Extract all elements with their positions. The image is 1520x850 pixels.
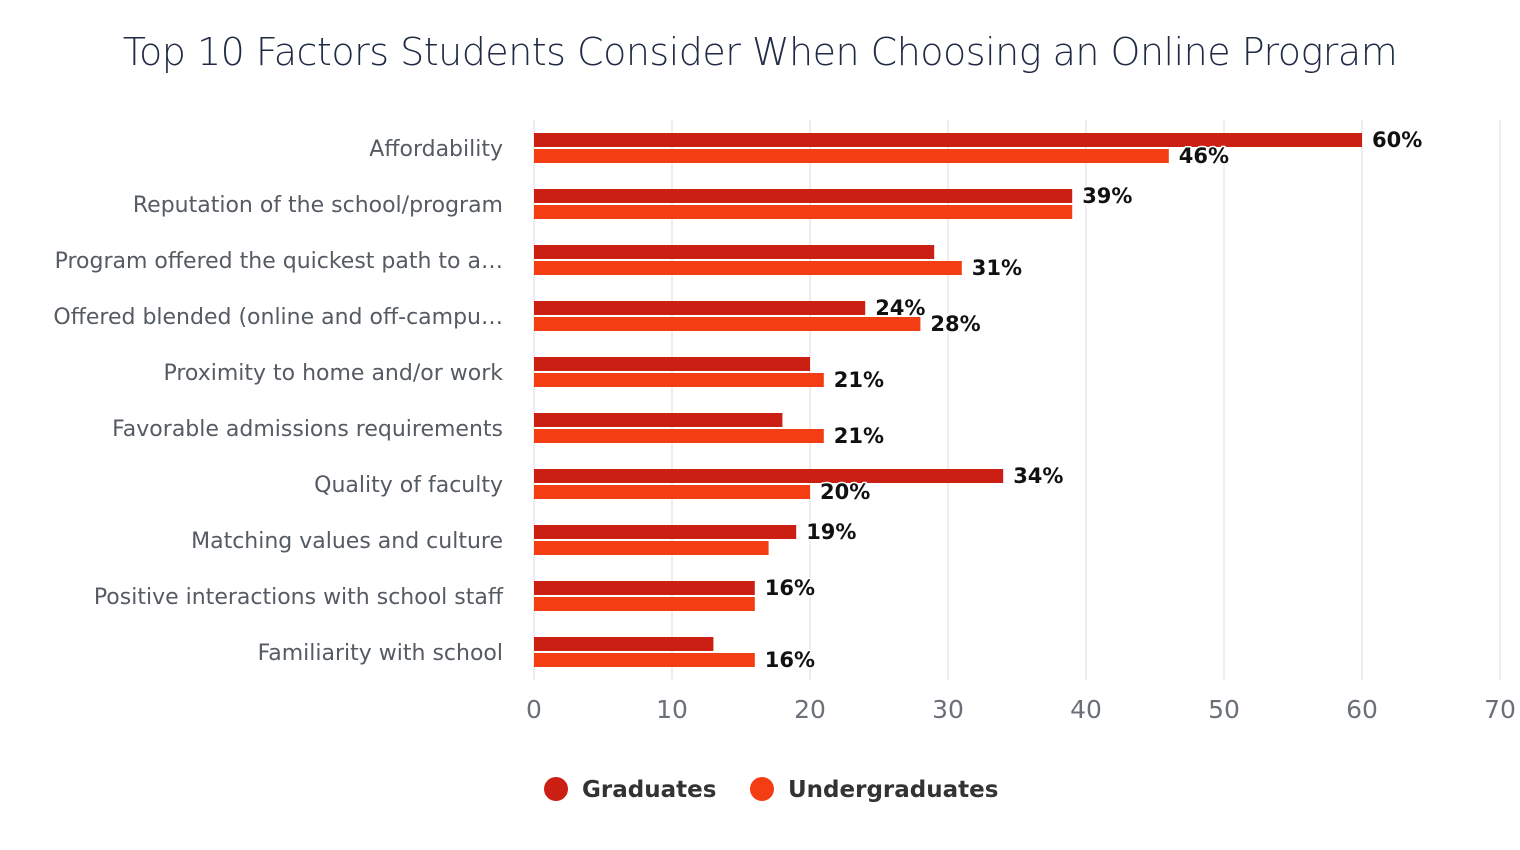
data-label: 19% [806, 520, 856, 544]
bar-graduates[interactable] [534, 525, 797, 539]
bar-graduates[interactable] [534, 133, 1362, 147]
category-label: Familiarity with school [258, 641, 503, 666]
bar-undergraduates[interactable] [534, 429, 824, 443]
x-tick-label: 10 [656, 695, 688, 724]
category-label: Reputation of the school/program [133, 193, 503, 218]
category-labels: Affordability Reputation of the school/pr… [53, 137, 503, 666]
data-label: 39% [1082, 184, 1132, 208]
data-label: 16% [765, 648, 815, 672]
legend-label-undergraduates[interactable]: Undergraduates [788, 777, 998, 803]
bar-undergraduates[interactable] [534, 149, 1169, 163]
bar-undergraduates[interactable] [534, 653, 755, 667]
bar-undergraduates[interactable] [534, 485, 810, 499]
data-label: 60% [1372, 128, 1422, 152]
category-label: Affordability [369, 137, 503, 162]
category-label: Offered blended (online and off-campu… [53, 305, 503, 330]
bar-graduates[interactable] [534, 413, 783, 427]
bar-graduates[interactable] [534, 245, 935, 259]
data-label: 24% [875, 296, 925, 320]
category-label: Matching values and culture [191, 529, 503, 554]
data-labels: 60% 46% 39% 31% 24%28% 21% 21% 34% 20% 19% 16% 16% [763, 127, 1423, 674]
bar-undergraduates[interactable] [534, 261, 962, 275]
category-label: Favorable admissions requirements [112, 417, 503, 442]
legend-marker-graduates[interactable] [544, 777, 568, 801]
data-label: 21% [834, 424, 884, 448]
legend[interactable]: Graduates Undergraduates [544, 777, 998, 803]
x-tick-label: 50 [1208, 695, 1240, 724]
data-label: 21% [834, 368, 884, 392]
gridlines [533, 120, 1501, 680]
x-tick-label: 40 [1070, 695, 1102, 724]
data-label: 20% [820, 480, 870, 504]
bar-graduates[interactable] [534, 637, 714, 651]
x-tick-label: 20 [794, 695, 826, 724]
bar-undergraduates[interactable] [534, 373, 824, 387]
bar-graduates[interactable] [534, 469, 1004, 483]
x-tick-label: 0 [526, 695, 542, 724]
bar-undergraduates[interactable] [534, 317, 921, 331]
category-label: Proximity to home and/or work [163, 361, 503, 386]
legend-label-graduates[interactable]: Graduates [582, 777, 716, 803]
bars [534, 133, 1362, 667]
bar-undergraduates[interactable] [534, 205, 1073, 219]
bar-graduates[interactable] [534, 189, 1073, 203]
x-tick-label: 60 [1346, 695, 1378, 724]
bar-undergraduates[interactable] [534, 597, 755, 611]
legend-marker-undergraduates[interactable] [750, 777, 774, 801]
chart-title: Top 10 Factors Students Consider When Ch… [122, 30, 1398, 74]
data-label: 46% [1179, 144, 1229, 168]
bar-undergraduates[interactable] [534, 541, 769, 555]
category-label: Positive interactions with school staff [94, 585, 504, 610]
bar-graduates[interactable] [534, 301, 866, 315]
bar-graduates[interactable] [534, 581, 755, 595]
category-label: Program offered the quickest path to a… [55, 249, 503, 274]
x-tick-label: 70 [1484, 695, 1516, 724]
bar-graduates[interactable] [534, 357, 810, 371]
data-label: 28% [930, 312, 980, 336]
data-label: 31% [972, 256, 1022, 280]
x-axis-ticks: 0 10 20 30 40 50 60 70 [526, 695, 1516, 724]
x-tick-label: 30 [932, 695, 964, 724]
category-label: Quality of faculty [314, 473, 503, 498]
data-label: 34% [1013, 464, 1063, 488]
data-label: 16% [765, 576, 815, 600]
